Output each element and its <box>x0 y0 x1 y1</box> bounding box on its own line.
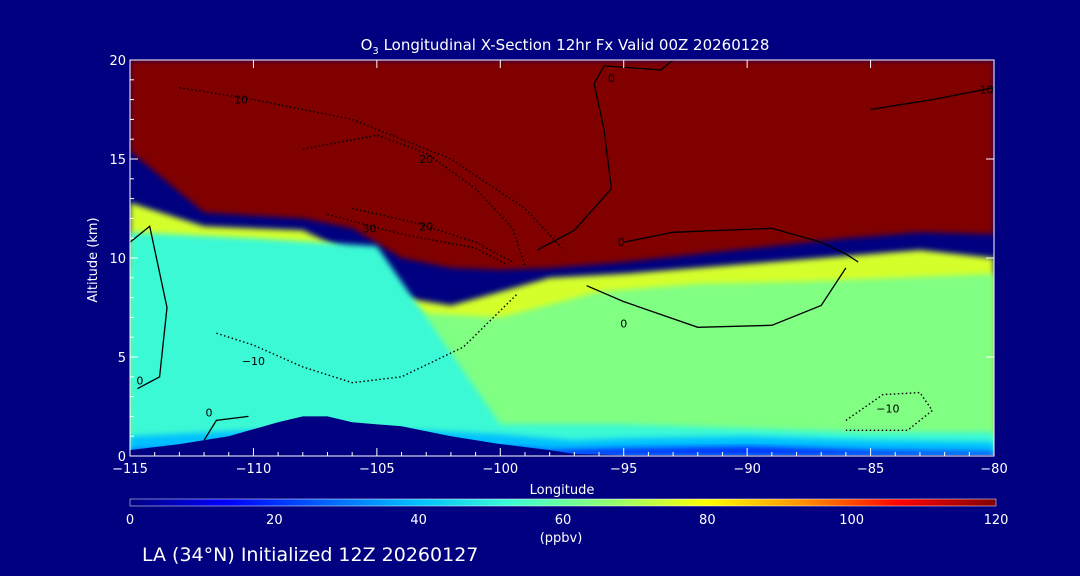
ozone-region-stratosphere <box>130 60 994 270</box>
x-tick-label: −80 <box>980 462 1007 477</box>
colorbar-tick-label: 100 <box>839 513 864 528</box>
y-tick-label: 10 <box>109 252 126 267</box>
plot-area: 10 20 30 20 −10 0 0 0 0 −10 10 0 <box>129 59 995 457</box>
contour-label-6: 0 <box>618 236 625 249</box>
colorbar-strip <box>129 498 997 507</box>
colorbar-unit-label: (ppbv) <box>540 531 583 546</box>
contour-line-4 <box>216 293 519 384</box>
chart-title-prefix: O <box>361 36 373 54</box>
colorbar: 0 20 40 60 80 100 120 (ppbv) <box>126 498 1009 546</box>
y-tick-label: 0 <box>118 450 126 465</box>
footer-initialization-label: LA (34°N) Initialized 12Z 20260127 <box>142 544 478 566</box>
x-axis-title: Longitude <box>530 483 595 498</box>
colorbar-tick-label: 80 <box>699 513 716 528</box>
x-tick-label: −110 <box>236 462 272 477</box>
contour-label-9: −10 <box>876 402 899 415</box>
chart-title: O3 Longitudinal X-Section 12hr Fx Valid … <box>361 36 770 57</box>
chart-title-rest: Longitudinal X-Section 12hr Fx Valid 00Z… <box>379 36 770 54</box>
ozone-region-lower-troposphere <box>130 232 994 456</box>
contour-line-3 <box>352 207 513 263</box>
y-tick-label: 5 <box>118 351 126 366</box>
chart-title-subscript: 3 <box>372 46 378 57</box>
ozone-field <box>130 60 994 456</box>
terrain-profile <box>130 416 994 456</box>
colorbar-ticks: 0 20 40 60 80 100 120 <box>126 513 1009 528</box>
colorbar-tick-label: 60 <box>555 513 572 528</box>
contour-line-11 <box>203 415 249 441</box>
x-tick-label: −105 <box>359 462 395 477</box>
x-tick-label: −90 <box>733 462 760 477</box>
contour-label-5: 0 <box>608 72 615 85</box>
contour-line-6 <box>623 227 859 263</box>
contour-line-0 <box>179 87 563 249</box>
contour-line-7 <box>586 267 847 328</box>
x-tick-label: −115 <box>112 462 148 477</box>
colorbar-tick-label: 20 <box>266 513 283 528</box>
contour-label-2: 30 <box>363 222 377 235</box>
contour-label-3: 20 <box>419 220 433 233</box>
colorbar-tick-label: 40 <box>410 513 427 528</box>
y-tick-label: 15 <box>109 153 126 168</box>
contour-label-7: 0 <box>620 317 627 330</box>
contour-label-4: −10 <box>242 355 265 368</box>
y-axis-title: Altitude (km) <box>86 217 101 302</box>
x-tick-label: −85 <box>857 462 884 477</box>
terrain-layer <box>130 416 994 456</box>
x-axis: −115 −110 −105 −100 −95 −90 −85 −80 <box>112 60 1008 477</box>
x-tick-label: −95 <box>610 462 637 477</box>
contour-line-2 <box>327 213 506 265</box>
y-tick-label: 20 <box>109 54 126 69</box>
contour-label-10: 10 <box>980 84 994 97</box>
contour-line-9 <box>845 391 934 431</box>
contour-label-11: 0 <box>206 406 213 419</box>
contour-line-10 <box>870 87 994 111</box>
contour-line-5 <box>536 60 674 251</box>
contour-line-8 <box>130 225 168 390</box>
contour-label-8: 0 <box>136 375 143 388</box>
x-tick-label: −100 <box>482 462 518 477</box>
contour-layer: 10 20 30 20 −10 0 0 0 0 −10 10 0 <box>130 60 994 441</box>
colorbar-tick-label: 0 <box>126 513 134 528</box>
colorbar-tick-label: 120 <box>984 513 1009 528</box>
contour-label-1: 20 <box>419 153 433 166</box>
contour-label-0: 10 <box>234 94 248 107</box>
